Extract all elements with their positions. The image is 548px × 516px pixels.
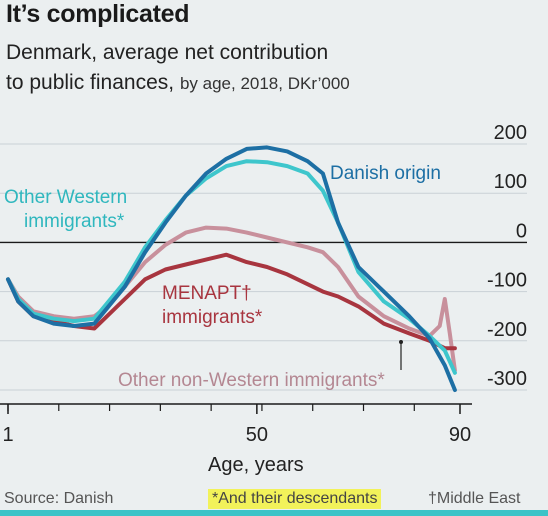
chart-title: It’s complicated [6,0,190,28]
x-tick-label-1: 50 [246,424,268,446]
bottom-accent-bar [0,510,548,516]
y-tick-label-3: -100 [487,270,527,292]
y-tick-labels: 200 100 0 -100 -200 -300 [487,122,527,390]
y-tick-label-0: 200 [494,122,527,144]
y-tick-label-1: 100 [494,171,527,193]
source-note: Source: Danish [4,490,114,507]
subtitle-line-2-main: to public finances, [6,71,175,94]
y-tick-label-2: 0 [516,220,527,242]
subtitle-units: by age, 2018, DKr’000 [179,74,350,93]
label-danish-origin: Danish origin [330,163,441,184]
y-tick-label-5: -300 [487,368,527,390]
subtitle-line-2: to public finances, by age, 2018, DKr’00… [6,68,350,99]
footnote-middle-east: †Middle East [428,490,521,507]
series-line-other-western-immigrants [6,159,457,375]
subtitle-line-1: Denmark, average net contribution [6,41,329,64]
x-tick-label-0: 1 [2,424,13,446]
footer: Source: Danish *And their descendants †M… [4,489,544,509]
label-other-western-line2: immigrants* [24,211,125,232]
gridlines [0,143,527,391]
footnote-descendants: *And their descendants [208,489,382,509]
label-menapt-line2: immigrants* [162,307,263,328]
x-axis-title: Age, years [208,454,304,476]
label-other-western-line1: Other Western [4,187,127,208]
label-menapt-line1: MENAPT† [162,283,252,304]
y-tick-label-4: -200 [487,319,527,341]
chart-subtitle: Denmark, average net contribution to pub… [6,38,350,99]
series-lines [6,145,457,392]
series-labels: Danish origin Other Western immigrants* … [4,163,441,391]
label-other-non-western: Other non-Western immigrants* [118,370,385,391]
x-axis: 1 50 90 [0,403,472,446]
series-line-danish-origin [6,145,457,392]
x-tick-label-2: 90 [449,424,471,446]
label-leader-dot [399,340,403,344]
